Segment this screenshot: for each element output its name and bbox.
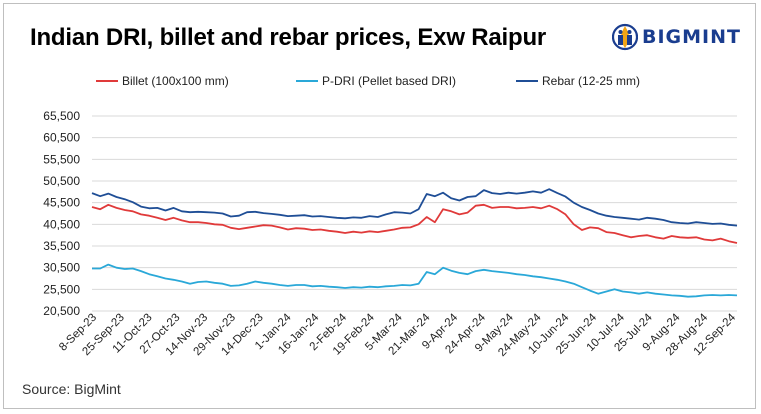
series-line-0 [91,203,738,244]
series-lines [91,188,738,298]
source-note: Source: BigMint [22,381,121,397]
y-tick-label: 30,500 [43,261,80,275]
x-axis: 8-Sep-2325-Sep-2311-Oct-2327-Oct-2314-No… [57,311,738,359]
y-tick-label: 20,500 [43,304,80,318]
series-line-2 [91,188,738,227]
y-tick-label: 45,500 [43,196,80,210]
y-tick-label: 60,500 [43,131,80,145]
chart-frame [3,3,756,409]
y-tick-label: 55,500 [43,152,80,166]
brand-logo: BIGMINT [612,22,741,52]
legend: Billet (100x100 mm) P-DRI (Pellet based D… [96,74,640,88]
legend-label: P-DRI (Pellet based DRI) [322,74,456,88]
bigmint-globe-icon [612,23,638,51]
y-tick-label: 50,500 [43,174,80,188]
logo-wordmark: BIGMINT [642,26,741,48]
y-tick-label: 65,500 [43,109,80,123]
legend-label: Billet (100x100 mm) [122,74,229,88]
y-tick-label: 40,500 [43,217,80,231]
y-axis: 20,500 25,500 30,500 35,500 40,500 45,500 50,5… [43,109,80,318]
series-line-1 [92,263,738,298]
y-tick-label: 35,500 [43,239,80,253]
gridlines [92,115,737,312]
chart-title: Indian DRI, billet and rebar prices, Exw… [30,24,547,51]
legend-label: Rebar (12-25 mm) [542,74,640,88]
y-tick-label: 25,500 [43,282,80,296]
